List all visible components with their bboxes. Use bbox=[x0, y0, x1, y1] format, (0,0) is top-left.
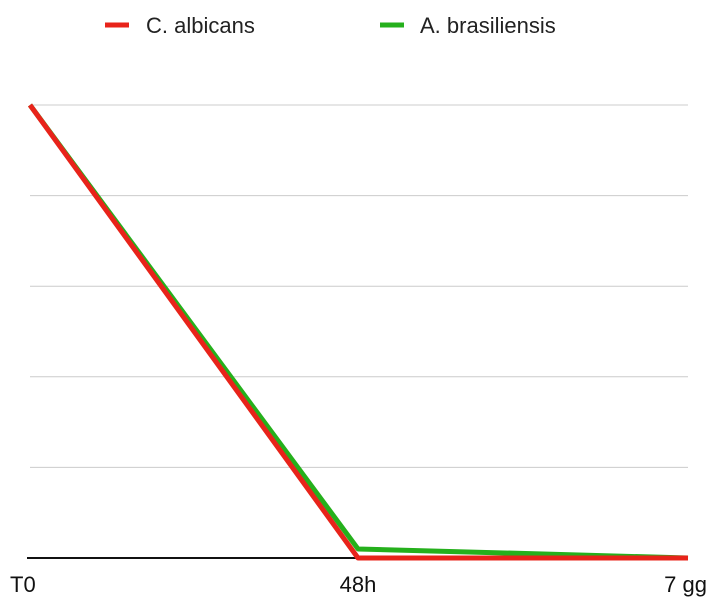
legend: C. albicans A. brasiliensis bbox=[105, 13, 556, 38]
series-line-a-brasiliensis bbox=[27, 103, 689, 561]
series-lines bbox=[27, 103, 689, 561]
x-tick-label: 7 gg bbox=[664, 572, 707, 597]
grid-lines bbox=[27, 104, 688, 559]
x-tick-label: 48h bbox=[340, 572, 377, 597]
x-axis-ticks: T0 48h 7 gg bbox=[10, 572, 707, 597]
series-line-c-albicans bbox=[27, 103, 688, 561]
legend-label: C. albicans bbox=[146, 13, 255, 38]
legend-label: A. brasiliensis bbox=[420, 13, 556, 38]
x-tick-label: T0 bbox=[10, 572, 36, 597]
